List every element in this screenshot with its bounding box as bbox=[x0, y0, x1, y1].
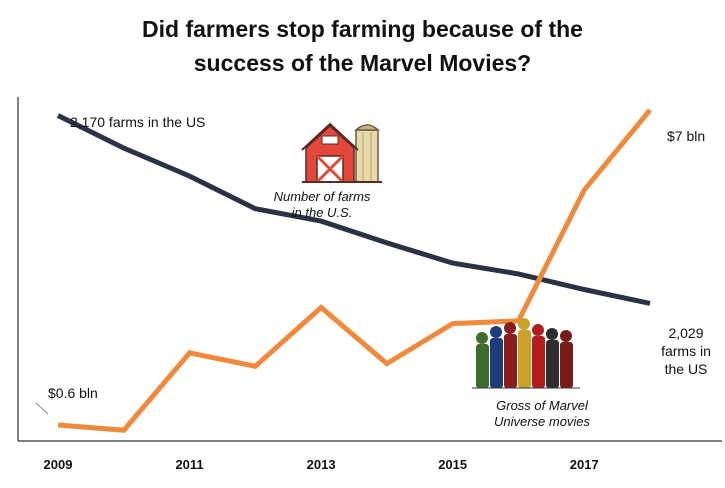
farms-end-label-line-3: the US bbox=[665, 361, 708, 377]
hero-body-2 bbox=[490, 338, 503, 388]
barn-part-6 bbox=[321, 135, 339, 145]
farms-end-label-line-2: farms in bbox=[661, 343, 711, 359]
x-tick-label-2017: 2017 bbox=[570, 457, 599, 472]
gross-end-label: $7 bln bbox=[667, 128, 705, 144]
barn-part-8 bbox=[315, 154, 345, 184]
hero-head-4 bbox=[518, 318, 530, 330]
gross-series-name-line-1: Gross of Marvel bbox=[496, 398, 589, 413]
farms-start-label: 2,170 farms in the US bbox=[70, 114, 205, 130]
hero-figure-3 bbox=[504, 322, 517, 388]
farms-series-name-line-1: Number of farms bbox=[274, 189, 371, 204]
series-line-farms bbox=[56, 113, 651, 306]
hero-head-6 bbox=[546, 328, 558, 340]
hero-body-6 bbox=[546, 340, 559, 388]
barn-part-1 bbox=[354, 124, 380, 131]
barn-silo-icon bbox=[301, 122, 382, 184]
hero-figure-2 bbox=[490, 326, 503, 388]
series-line-gross bbox=[57, 108, 652, 433]
hero-head-3 bbox=[504, 322, 516, 334]
gross-series-name-line-2: Universe movies bbox=[494, 414, 591, 429]
farms-end-label-line-1: 2,029 bbox=[668, 325, 703, 341]
hero-figure-6 bbox=[546, 328, 559, 388]
chart-title: Did farmers stop farming because of the … bbox=[0, 12, 725, 80]
hero-body-3 bbox=[504, 334, 517, 388]
gross-start-label: $0.6 bln bbox=[48, 385, 98, 401]
barn-part-5 bbox=[301, 122, 359, 151]
marvel-heroes-icon bbox=[472, 318, 580, 389]
hero-body-7 bbox=[560, 342, 573, 388]
x-tick-label-2011: 2011 bbox=[175, 457, 203, 472]
chart-title-line-2: success of the Marvel Movies? bbox=[193, 50, 532, 76]
gross-start-leader bbox=[35, 402, 49, 415]
hero-head-2 bbox=[490, 326, 502, 338]
hero-head-5 bbox=[532, 324, 544, 336]
hero-head-7 bbox=[560, 330, 572, 342]
hero-figure-4 bbox=[518, 318, 531, 388]
hero-figure-5 bbox=[532, 324, 545, 388]
x-tick-label-2009: 2009 bbox=[44, 457, 73, 472]
hero-figure-1 bbox=[476, 332, 489, 388]
hero-body-4 bbox=[518, 330, 531, 388]
hero-head-1 bbox=[476, 332, 488, 344]
hero-figure-7 bbox=[560, 330, 573, 388]
farms-series-name-line-2: in the U.S. bbox=[292, 205, 353, 220]
x-tick-label-2013: 2013 bbox=[307, 457, 336, 472]
hero-body-5 bbox=[532, 336, 545, 388]
x-tick-label-2015: 2015 bbox=[438, 457, 467, 472]
hero-body-1 bbox=[476, 344, 489, 388]
barn-part-0 bbox=[355, 129, 379, 183]
chart-title-line-1: Did farmers stop farming because of the bbox=[142, 16, 583, 42]
